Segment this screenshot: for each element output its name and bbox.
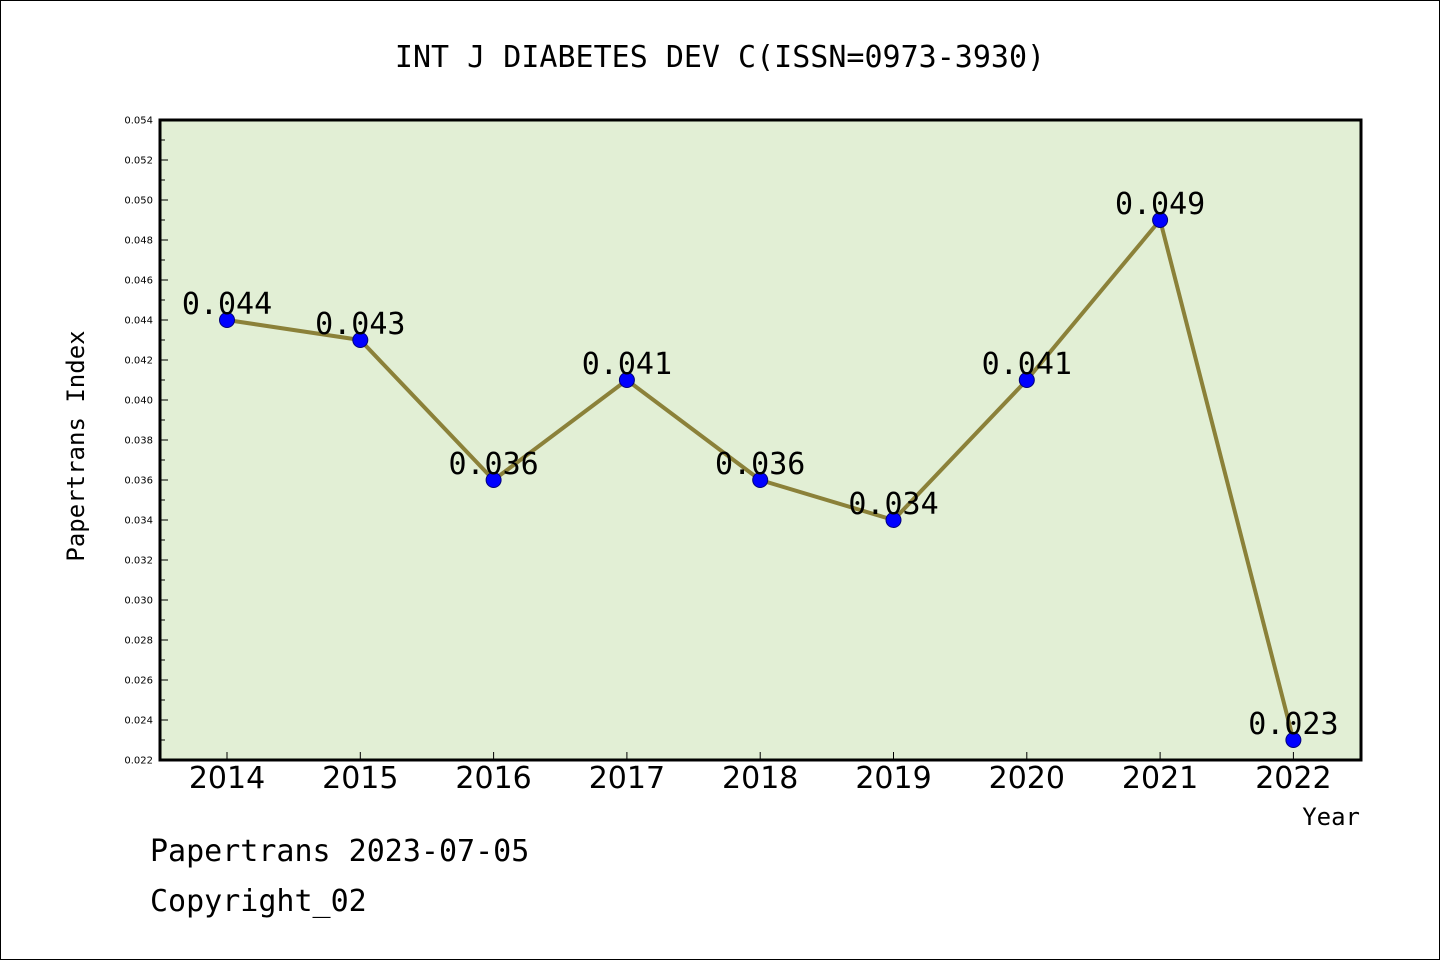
- y-tick-label: 0.028: [124, 636, 153, 647]
- x-tick-label: 2020: [989, 761, 1065, 796]
- footer-copyright: Copyright_02: [150, 884, 367, 919]
- data-point: [752, 472, 769, 488]
- data-label: 0.044: [182, 287, 272, 322]
- y-tick-label: 0.042: [124, 356, 153, 367]
- data-point: [1285, 732, 1302, 748]
- y-tick-label: 0.038: [124, 436, 153, 447]
- y-axis-label: Papertrans Index: [62, 330, 90, 561]
- y-tick-label: 0.054: [124, 116, 153, 127]
- y-tick-label: 0.036: [124, 476, 153, 487]
- y-tick-label: 0.034: [124, 516, 153, 527]
- data-point: [885, 512, 902, 528]
- x-tick-label: 2014: [189, 761, 265, 796]
- x-tick-label: 2019: [855, 761, 931, 796]
- data-label: 0.049: [1115, 187, 1205, 222]
- y-axis-ticks: 0.022 0.024 0.026 0.028 0.030 0.032 0.034 0.036…: [124, 116, 168, 767]
- y-tick-label: 0.040: [124, 396, 153, 407]
- y-tick-label: 0.052: [124, 156, 153, 167]
- data-labels: 0.044 0.043 0.036 0.041 0.036 0.034 0.041 0.049…: [182, 187, 1339, 742]
- x-tick-label: 2017: [589, 761, 665, 796]
- data-point: [485, 472, 502, 488]
- y-tick-label: 0.026: [124, 676, 153, 687]
- y-tick-label: 0.048: [124, 236, 153, 247]
- data-label: 0.034: [848, 487, 938, 522]
- data-label: 0.043: [315, 307, 405, 342]
- y-tick-label: 0.030: [124, 596, 153, 607]
- x-tick-label: 2016: [455, 761, 531, 796]
- x-tick-label: 2021: [1122, 761, 1198, 796]
- data-label: 0.041: [582, 347, 672, 382]
- data-label: 0.023: [1248, 707, 1338, 742]
- footer-date: Papertrans 2023-07-05: [150, 834, 530, 869]
- data-point: [219, 312, 235, 328]
- data-label: 0.036: [448, 447, 538, 482]
- data-label: 0.041: [982, 347, 1072, 382]
- y-tick-label: 0.050: [124, 196, 153, 207]
- y-tick-label: 0.024: [124, 716, 153, 727]
- data-label: 0.036: [715, 447, 805, 482]
- y-tick-label: 0.032: [124, 556, 153, 567]
- data-point: [618, 372, 635, 388]
- data-point: [352, 332, 369, 348]
- x-tick-label: 2018: [722, 761, 798, 796]
- x-axis-label: Year: [1302, 803, 1360, 831]
- data-markers: [219, 212, 1302, 748]
- y-tick-label: 0.044: [124, 316, 153, 327]
- chart-title: INT J DIABETES DEV C(ISSN=0973-3930): [395, 40, 1045, 75]
- x-tick-label: 2015: [322, 761, 398, 796]
- data-point: [1152, 212, 1169, 228]
- y-tick-label: 0.022: [124, 756, 153, 767]
- x-axis-ticks: 2014 2015 2016 2017 2018 2019 2020 2021 2022: [189, 752, 1332, 796]
- plot-border: [158, 118, 1363, 762]
- y-tick-label: 0.046: [124, 276, 153, 287]
- x-tick-label: 2022: [1255, 761, 1331, 796]
- data-point: [1018, 372, 1035, 388]
